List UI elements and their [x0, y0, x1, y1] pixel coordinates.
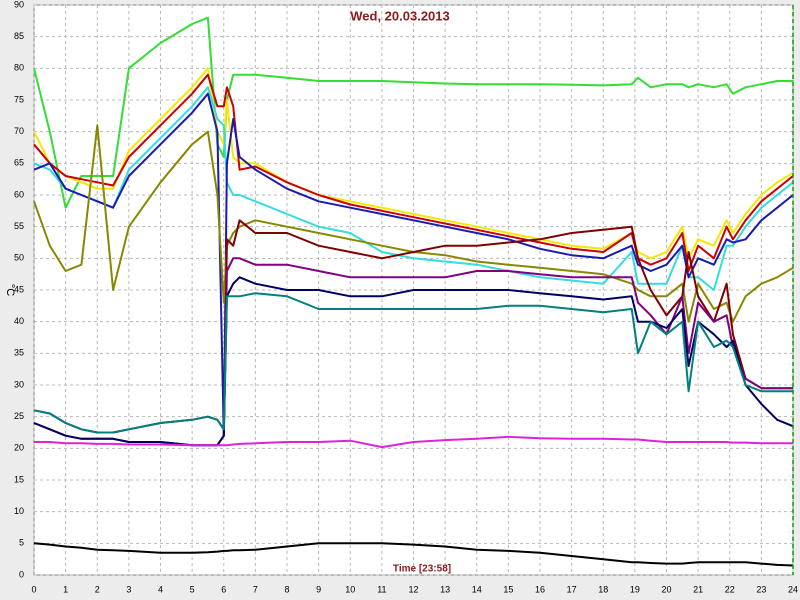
x-tick-label: 22: [725, 584, 735, 594]
y-tick-label: 85: [14, 31, 24, 41]
y-tick-label: 65: [14, 158, 24, 168]
x-tick-label: 18: [598, 584, 608, 594]
x-tick-label: 5: [190, 584, 195, 594]
lines: [33, 16, 794, 567]
y-tick-label: 35: [14, 348, 24, 358]
x-tick-label: 19: [630, 584, 640, 594]
series-line: [33, 86, 794, 291]
y-axis-label: °C: [4, 284, 16, 296]
series-line: [33, 542, 794, 567]
x-tick-label: 12: [408, 584, 418, 594]
y-tick-label: 50: [14, 253, 24, 263]
series-line: [33, 292, 793, 434]
x-tick-label: 17: [567, 584, 577, 594]
x-tick-label: 23: [756, 584, 766, 594]
y-tick-label: 30: [14, 379, 24, 389]
series-line: [33, 276, 794, 447]
y-tick-label: 15: [14, 474, 24, 484]
x-tick-label: 15: [503, 584, 513, 594]
series-line: [33, 92, 794, 437]
y-tick-label: 10: [14, 506, 24, 516]
x-tick-label: 24: [788, 584, 798, 594]
x-tick-label: 0: [31, 584, 36, 594]
y-tick-label: 20: [14, 443, 24, 453]
y-tick-label: 25: [14, 411, 24, 421]
x-tick-label: 14: [472, 584, 482, 594]
grid: [33, 4, 794, 576]
x-tick-label: 11: [377, 584, 386, 594]
chart-title: Wed, 20.03.2013: [350, 8, 450, 23]
y-tick-label: 60: [14, 189, 24, 199]
y-tick-label: 70: [14, 126, 24, 136]
y-tick-label: 80: [14, 63, 24, 73]
x-tick-label: 8: [284, 584, 289, 594]
series-line: [34, 435, 793, 449]
y-tick-label: 5: [19, 538, 24, 548]
x-tick-label: 7: [253, 584, 258, 594]
y-tick-label: 75: [14, 94, 24, 104]
series-line: [33, 16, 793, 209]
x-tick-label: 3: [126, 584, 131, 594]
series-line: [33, 67, 794, 260]
x-tick-label: 2: [95, 584, 100, 594]
x-tick-label: 1: [63, 584, 68, 594]
y-tick-label: 0: [19, 569, 24, 579]
x-tick-label: 20: [661, 584, 671, 594]
x-axis-label: Time [23:58]: [393, 564, 451, 575]
y-tick-label: 90: [14, 0, 24, 9]
series-line: [33, 73, 794, 272]
y-tick-label: 40: [14, 316, 24, 326]
x-tick-label: 13: [440, 584, 450, 594]
x-tick-label: 4: [158, 584, 163, 594]
x-tick-label: 16: [535, 584, 545, 594]
x-tick-label: 21: [693, 584, 703, 594]
x-tick-label: 6: [221, 584, 226, 594]
x-tick-label: 9: [316, 584, 321, 594]
y-tick-label: 45: [14, 284, 24, 294]
y-tick-label: 55: [14, 221, 24, 231]
x-tick-label: 10: [345, 584, 355, 594]
